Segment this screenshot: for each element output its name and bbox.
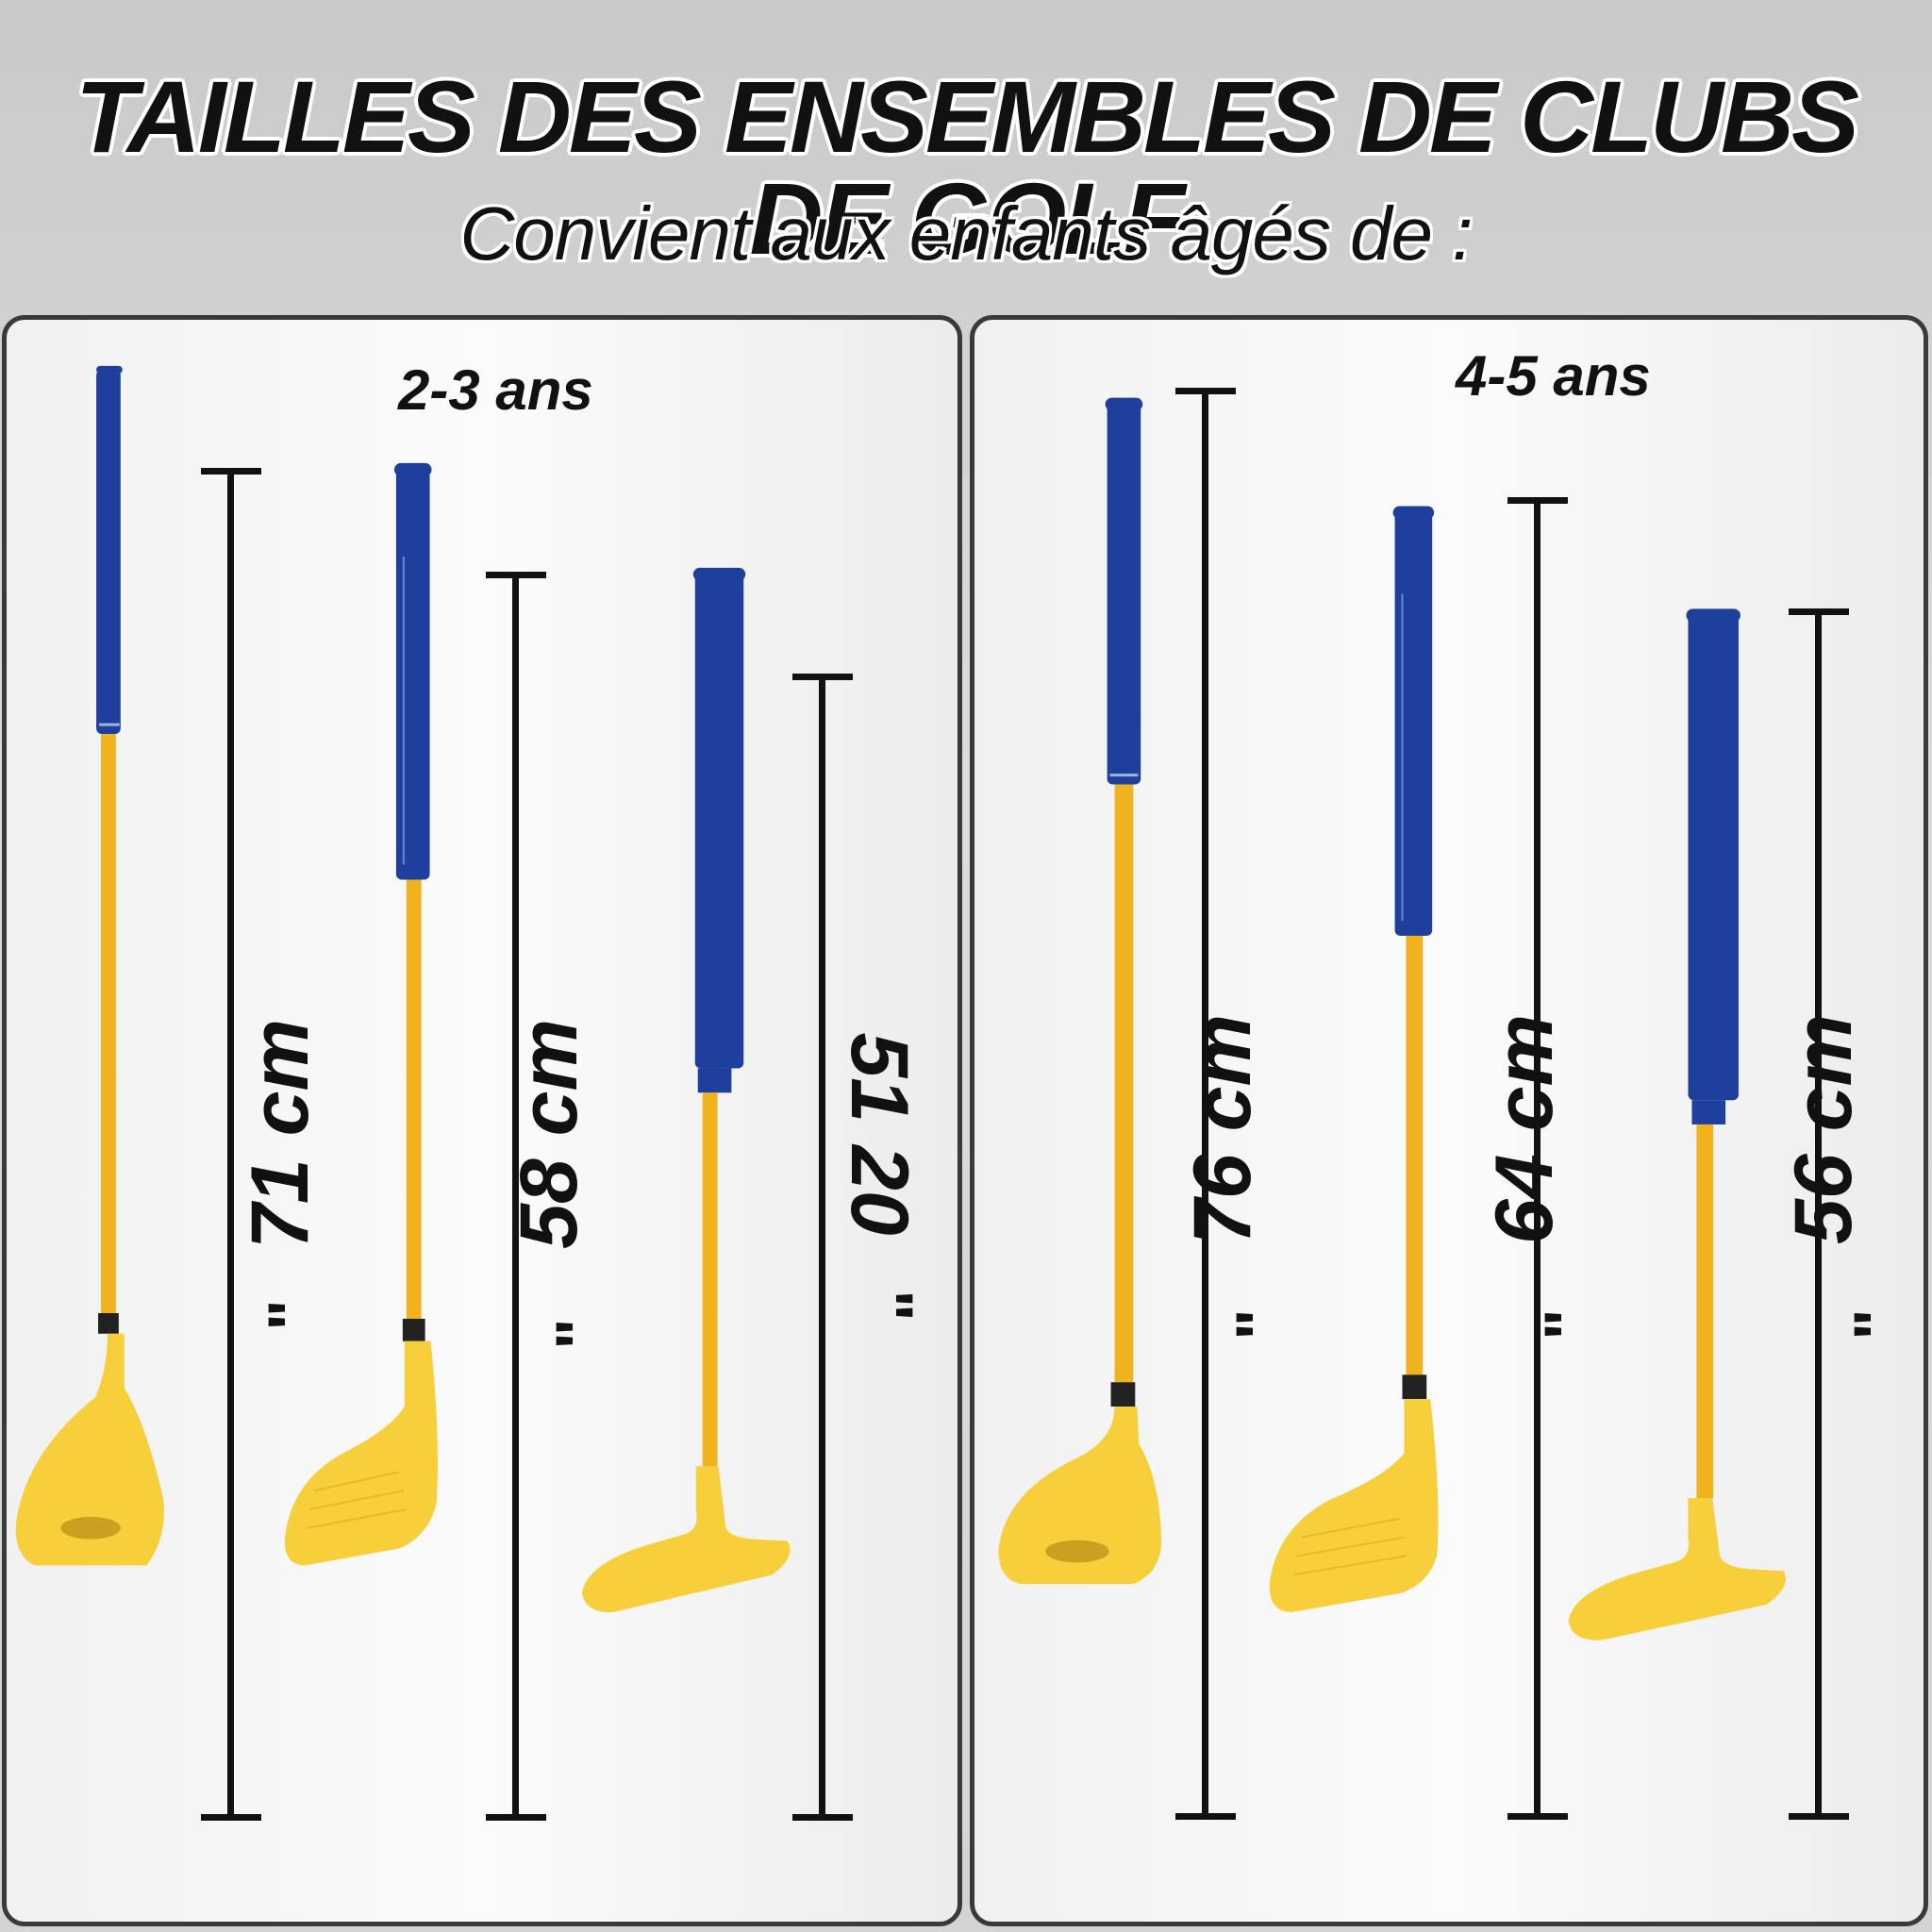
inch-mark: ": [1530, 1308, 1605, 1341]
panel-4-5-years: 4-5 ans 76 cm ": [970, 315, 1928, 1926]
age-label: 4-5 ans: [1456, 344, 1651, 408]
ruler-wood-4-5: [1175, 388, 1236, 1820]
ruler-iron-4-5: [1507, 497, 1568, 1820]
length-label: 58 cm: [504, 1019, 594, 1249]
age-label: 2-3 ans: [398, 358, 593, 422]
length-label: 76 cm: [1177, 1014, 1268, 1244]
length-label: 51 20: [834, 1032, 924, 1236]
length-label: 56 cm: [1778, 1014, 1869, 1244]
inch-mark: ": [1222, 1308, 1296, 1341]
length-label: 71 cm: [235, 1019, 325, 1249]
panel-2-3-years: 2-3 ans 71 cm ": [2, 315, 962, 1926]
inch-mark: ": [853, 1290, 927, 1322]
inch-mark: ": [541, 1318, 616, 1350]
page-title: TAILLES DES ENSEMBLES DE CLUBS DE GOLF: [75, 59, 1859, 275]
ruler-putter-2-3: [792, 674, 853, 1821]
inch-mark: ": [1840, 1308, 1914, 1341]
length-label: 64 cm: [1479, 1014, 1570, 1244]
ruler-putter-4-5: [1789, 608, 1849, 1820]
ruler-wood-2-3: [201, 468, 261, 1821]
page-subtitle: Convient aux enfants âgés de :: [459, 192, 1474, 275]
ruler-iron-2-3: [486, 572, 546, 1821]
inch-mark: ": [254, 1299, 328, 1331]
